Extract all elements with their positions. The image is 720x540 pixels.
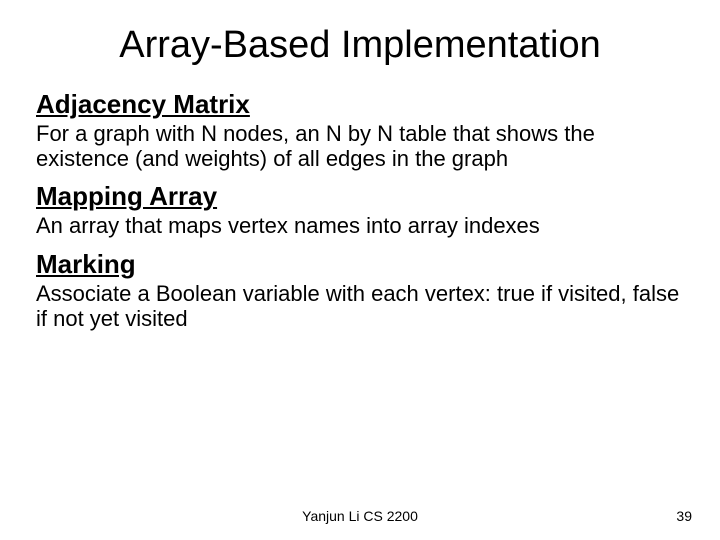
section-body-2: An array that maps vertex names into arr… — [36, 214, 684, 239]
section-body-3: Associate a Boolean variable with each v… — [36, 282, 684, 331]
slide: Array-Based Implementation Adjacency Mat… — [0, 0, 720, 540]
section-heading-3: Marking — [36, 249, 684, 280]
section-heading-1: Adjacency Matrix — [36, 89, 684, 120]
footer-center: Yanjun Li CS 2200 — [0, 508, 720, 524]
section-body-1: For a graph with N nodes, an N by N tabl… — [36, 122, 684, 171]
section-heading-2: Mapping Array — [36, 181, 684, 212]
page-number: 39 — [676, 508, 692, 524]
slide-title: Array-Based Implementation — [36, 24, 684, 67]
